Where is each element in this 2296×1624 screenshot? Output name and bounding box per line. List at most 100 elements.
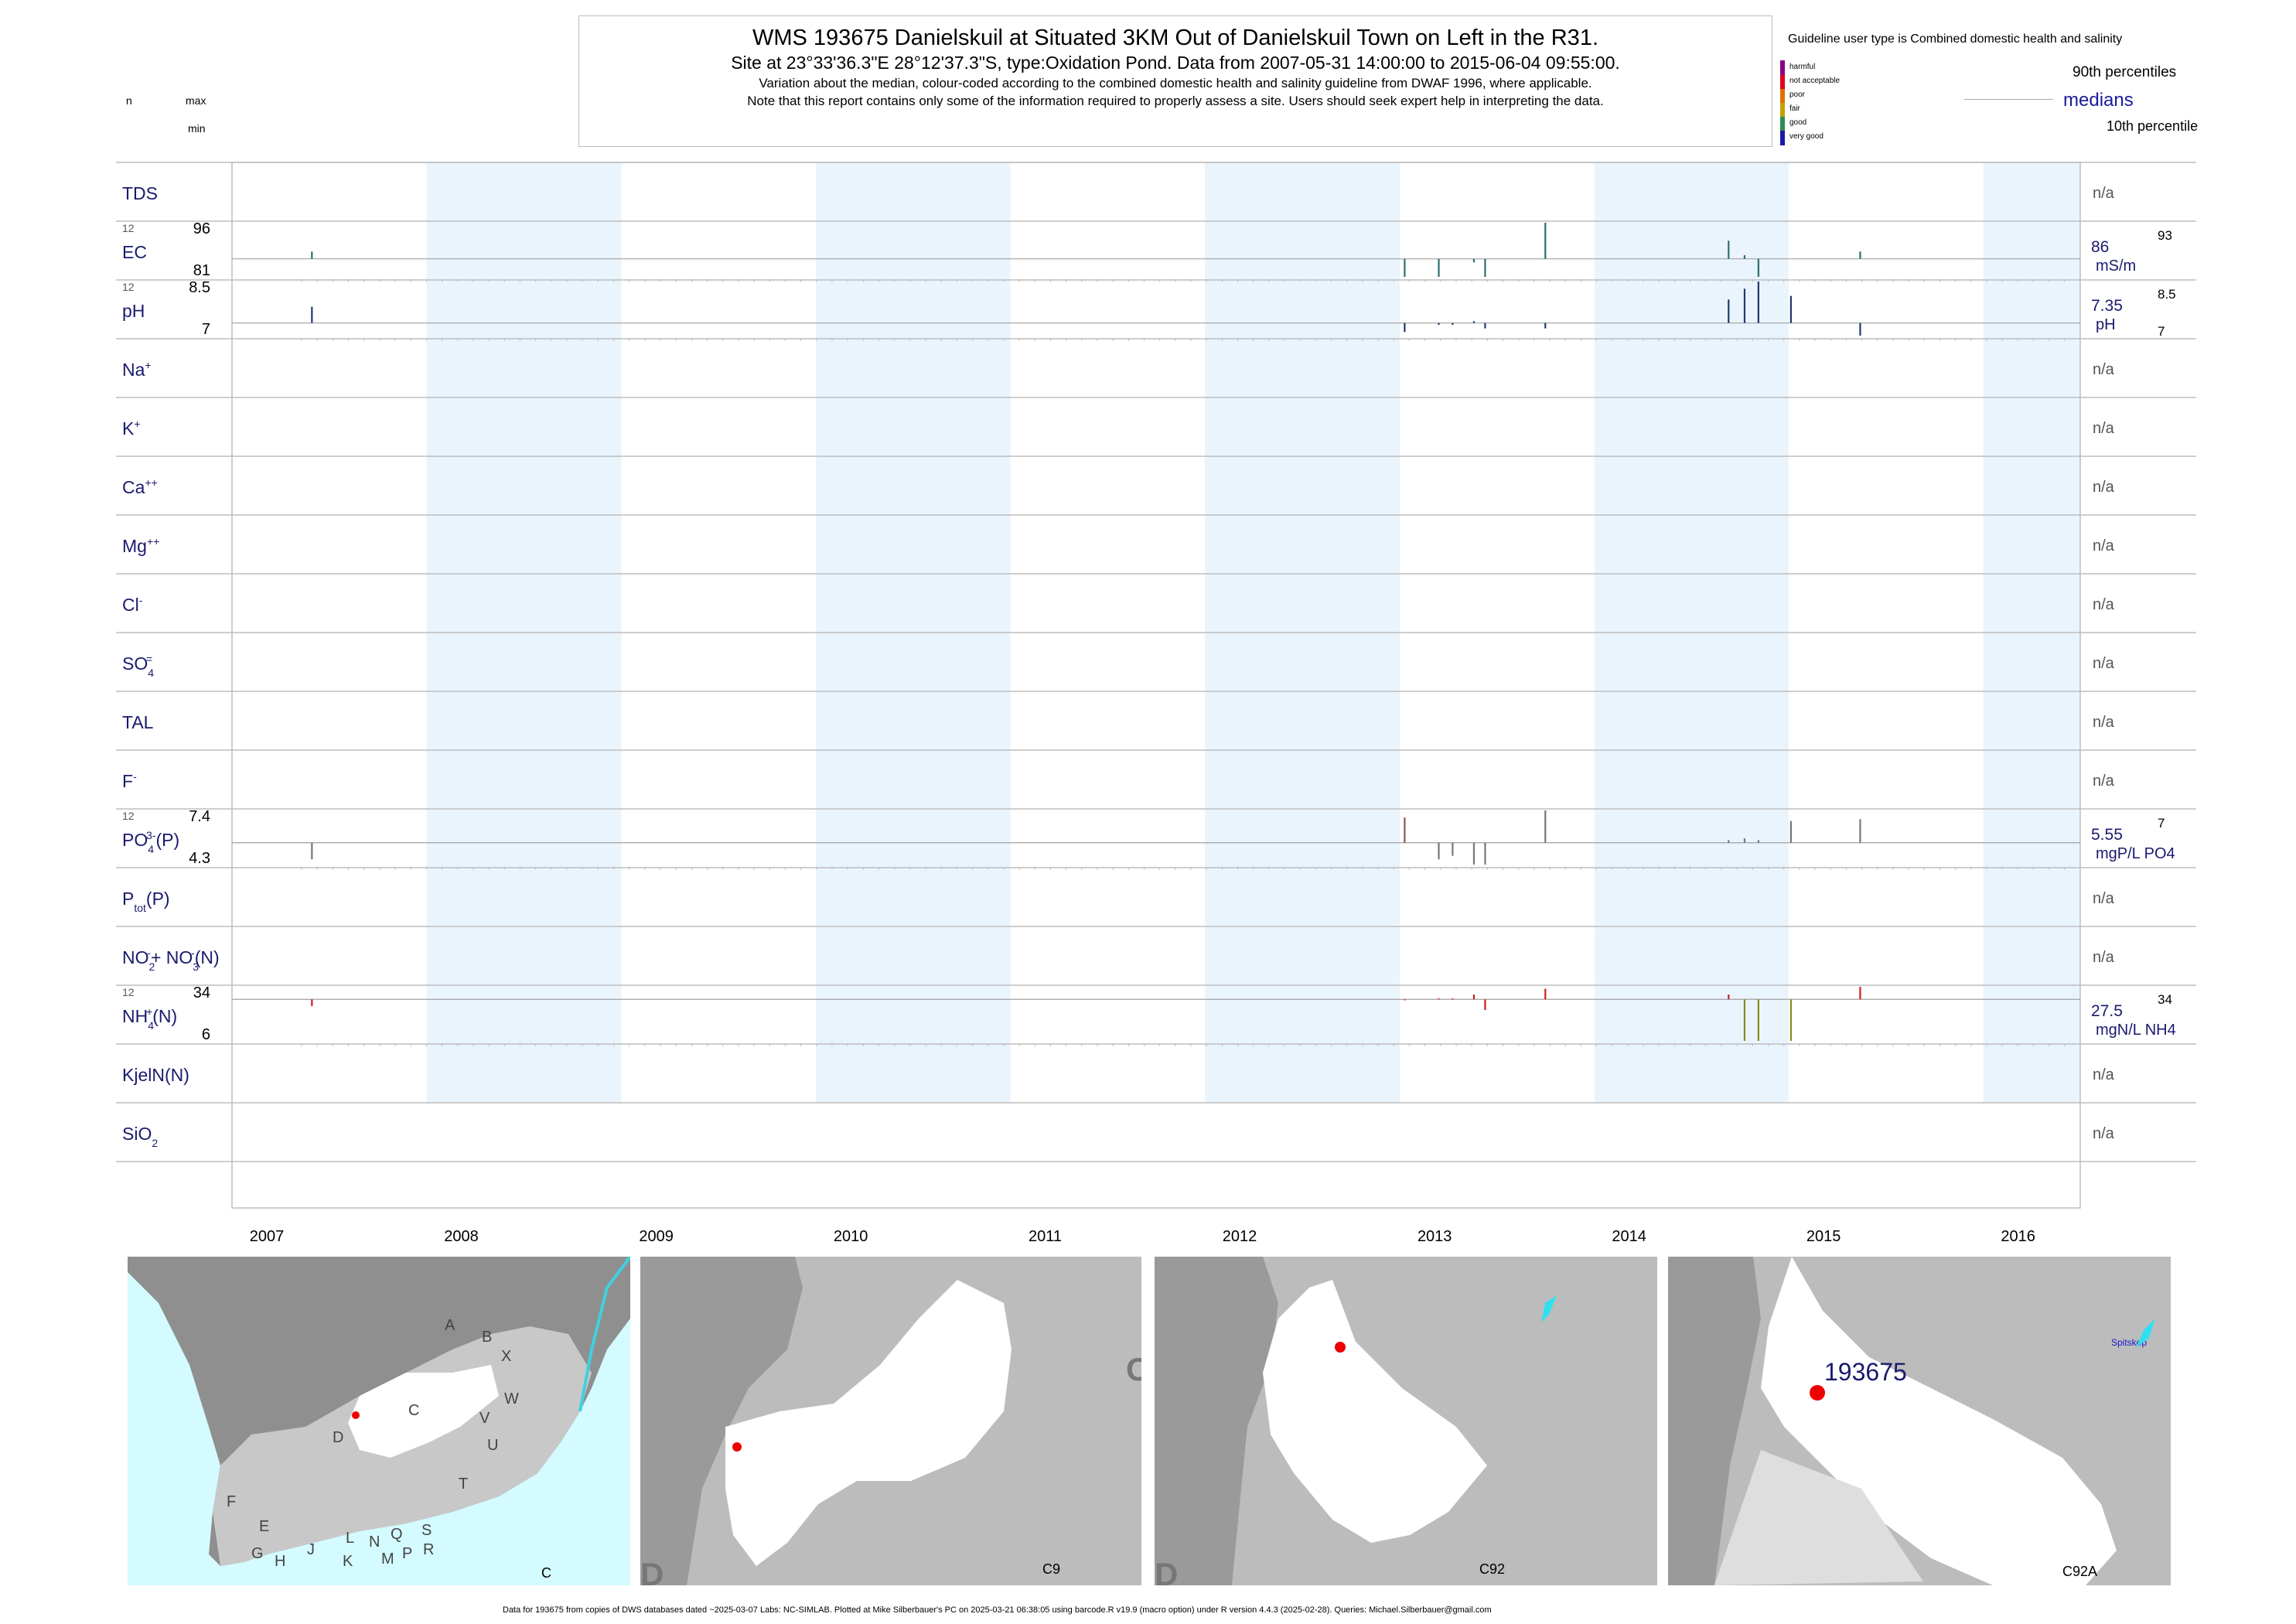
legend-color-bar: [1780, 60, 1785, 145]
x-tick-label-2011: 2011: [1029, 1228, 1062, 1245]
chart-subtitle: Site at 23°33'36.3"E 28°12'37.3"S, type:…: [731, 53, 1620, 73]
param-median-po4: 5.55: [2091, 826, 2123, 844]
param-max-ec: 96: [193, 220, 210, 237]
legend-item-very-good: very good: [1789, 132, 1823, 141]
param-status-ptot: n/a: [2093, 890, 2115, 907]
param-max-nh4: 34: [193, 984, 210, 1001]
map-letter-p: P: [402, 1545, 412, 1562]
param-label-po4: PO43-(P): [122, 829, 179, 855]
param-n-po4: 12: [122, 810, 135, 822]
x-tick-label-2012: 2012: [1223, 1228, 1257, 1245]
map-letter-m: M: [381, 1551, 394, 1568]
param-unit-ph: pH: [2096, 316, 2116, 333]
param-status-tds: n/a: [2093, 185, 2115, 202]
param-unit-po4: mgP/L PO4: [2096, 845, 2175, 862]
param-status-na: n/a: [2093, 361, 2115, 378]
param-p90-ph: 8.5: [2158, 287, 2176, 302]
map-letter-h: H: [275, 1553, 285, 1570]
param-label-na: Na+: [122, 359, 152, 380]
map-site-label: 193675: [1824, 1358, 1907, 1386]
param-n-ph: 12: [122, 281, 135, 293]
param-status-sio2: n/a: [2093, 1125, 2115, 1142]
legend-item-harmful: harmful: [1789, 63, 1816, 71]
param-status-k: n/a: [2093, 420, 2115, 437]
param-min-ph: 7: [202, 321, 210, 338]
param-label-ca: Ca++: [122, 476, 158, 497]
param-label-f: F-: [122, 770, 137, 791]
x-tick-label-2008: 2008: [444, 1228, 479, 1245]
x-tick-label-2015: 2015: [1806, 1228, 1841, 1245]
param-label-ec: EC: [122, 242, 147, 262]
param-max-ph: 8.5: [189, 279, 210, 296]
param-label-nh4: NH4+(N): [122, 1005, 177, 1032]
map-letter-q: Q: [391, 1526, 403, 1543]
map-letter-f: F: [227, 1493, 236, 1510]
header-n-label: n: [126, 94, 132, 107]
param-label-mg: Mg++: [122, 535, 159, 556]
param-n-ec: 12: [122, 222, 135, 234]
param-label-k: K+: [122, 418, 141, 438]
legend-item-good: good: [1789, 118, 1807, 127]
map-letter-u: U: [487, 1437, 498, 1454]
param-unit-ec: mS/m: [2096, 258, 2136, 275]
header-max-label: max: [186, 94, 206, 107]
legend-item-fair: fair: [1789, 104, 1800, 113]
legend-median-line: [1964, 99, 2053, 100]
x-tick-label-2009: 2009: [639, 1228, 674, 1245]
map-letter-d: D: [333, 1429, 343, 1446]
map-letter-s: S: [421, 1522, 432, 1539]
param-p90-po4: 7: [2158, 816, 2165, 831]
legend-title: Guideline user type is Combined domestic…: [1788, 32, 2123, 46]
map-letter-g: G: [251, 1545, 264, 1562]
param-p90-nh4: 34: [2158, 992, 2172, 1007]
param-status-mg: n/a: [2093, 537, 2115, 554]
map-c92a-label: C92A: [2062, 1564, 2097, 1579]
map-c9-corner-d: D: [640, 1556, 664, 1585]
map-letter-a: A: [445, 1317, 455, 1334]
map-letter-x: X: [501, 1348, 511, 1365]
map-letter-c: C: [408, 1402, 419, 1419]
param-min-po4: 4.3: [189, 850, 210, 867]
map-letter-r: R: [423, 1541, 434, 1558]
legend-p90: 90th percentiles: [2073, 64, 2177, 80]
param-label-tal: TAL: [122, 712, 154, 732]
map-letter-n: N: [369, 1534, 380, 1551]
param-status-cl: n/a: [2093, 596, 2115, 613]
param-max-po4: 7.4: [189, 808, 210, 825]
map-letter-k: K: [343, 1553, 353, 1570]
param-label-ph: pH: [122, 301, 145, 321]
param-p90-ec: 93: [2158, 228, 2172, 243]
map-region-c92: C92 D: [1155, 1257, 1657, 1585]
param-median-ec: 86: [2091, 238, 2109, 256]
note-line-1: Variation about the median, colour-coded…: [759, 76, 1592, 90]
map-c9-label: C9: [1042, 1561, 1060, 1577]
param-label-so4: SO4=: [122, 653, 154, 679]
map-c92-corner-d: D: [1155, 1556, 1178, 1585]
map-letter-v: V: [479, 1410, 490, 1427]
param-label-ptot: Ptot(P): [122, 889, 170, 914]
map-letter-b: B: [482, 1329, 492, 1346]
map-letter-e: E: [259, 1518, 269, 1535]
param-unit-nh4: mgN/L NH4: [2096, 1022, 2176, 1039]
param-label-nox: NO2-+ NO3-(N): [122, 947, 220, 973]
legend-item-not-acceptable: not acceptable: [1789, 77, 1841, 85]
map-region-c9: C9 D C: [640, 1257, 1141, 1585]
param-n-nh4: 12: [122, 986, 135, 998]
param-status-kjel: n/a: [2093, 1066, 2115, 1083]
legend-p10: 10th percentile: [2107, 118, 2199, 134]
title-box: WMS 193675 Danielskuil at Situated 3KM O…: [578, 15, 1772, 147]
param-status-nox: n/a: [2093, 949, 2115, 966]
x-tick-label-2014: 2014: [1612, 1228, 1646, 1245]
map-c92-label: C92: [1479, 1561, 1505, 1577]
map-c-label: C: [541, 1565, 551, 1581]
param-status-f: n/a: [2093, 773, 2115, 790]
chart-title: WMS 193675 Danielskuil at Situated 3KM O…: [752, 26, 1598, 50]
map-region-c92a: 193675 Spitskop C92A: [1668, 1257, 2171, 1585]
x-tick-label-2013: 2013: [1418, 1228, 1452, 1245]
param-label-cl: Cl-: [122, 594, 143, 615]
map-letter-t: T: [459, 1476, 468, 1493]
map-letter-j: J: [307, 1541, 315, 1558]
x-tick-label-2007: 2007: [250, 1228, 285, 1245]
param-min-ec: 81: [193, 262, 210, 279]
